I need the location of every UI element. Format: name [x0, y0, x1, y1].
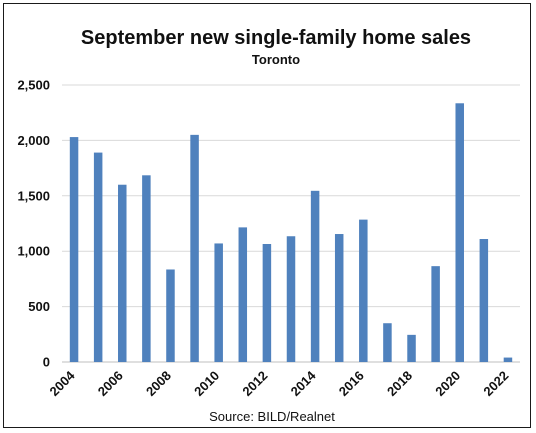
bar-2015	[334, 234, 344, 362]
bar-2010	[214, 243, 223, 362]
x-tick-label: 2010	[191, 368, 222, 399]
y-tick-label: 1,000	[17, 244, 50, 259]
bar-2019	[431, 266, 440, 362]
bar-2014	[310, 190, 320, 362]
x-tick-label: 2022	[480, 368, 511, 399]
y-tick-label: 2,500	[17, 78, 50, 93]
bar-2012	[262, 243, 272, 362]
source-note: Source: BILD/Realnet	[209, 409, 335, 424]
bar-2020	[455, 103, 464, 363]
y-tick-label: 0	[43, 355, 50, 370]
bar-2005	[93, 152, 103, 362]
bar-2021	[479, 239, 489, 362]
gridlines	[62, 84, 520, 363]
chart-title: September new single-family home sales	[81, 27, 471, 49]
bar-2004	[69, 137, 79, 362]
bar-2008	[166, 269, 175, 362]
bar-2011	[238, 227, 248, 362]
x-tick-label: 2016	[336, 368, 367, 399]
bar-2009	[190, 134, 199, 362]
x-tick-label: 2014	[288, 367, 320, 399]
x-tick-label: 2008	[143, 368, 174, 399]
y-tick-label: 500	[28, 299, 50, 314]
bar-2018	[407, 334, 416, 362]
chart-subtitle: Toronto	[252, 52, 300, 67]
y-tick-label: 1,500	[17, 188, 50, 203]
bar-2022	[503, 357, 513, 362]
bar-2013	[286, 236, 296, 362]
x-tick-label: 2004	[47, 367, 79, 399]
y-axis-ticks: 0 500 1,000 1,500 2,000 2,500	[17, 78, 50, 370]
x-tick-label: 2006	[95, 368, 126, 399]
bar-2006	[118, 184, 127, 362]
bar-2016	[359, 219, 368, 362]
x-tick-label: 2012	[239, 368, 270, 399]
x-tick-label: 2018	[384, 368, 415, 399]
bars	[69, 103, 513, 363]
y-tick-label: 2,000	[17, 133, 50, 148]
x-axis-ticks: 2004 2006 2008 2010 2012 2014 2016 2018 2020 2022	[47, 367, 512, 399]
x-tick-label: 2020	[432, 368, 463, 399]
bar-2017	[383, 323, 392, 362]
bar-2007	[142, 175, 151, 362]
